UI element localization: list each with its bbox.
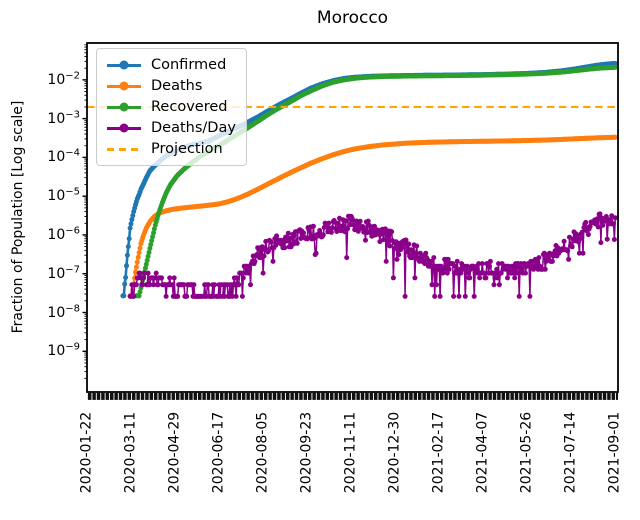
y-axis-label: Fraction of Population [Log scale] bbox=[10, 100, 26, 334]
legend-entry-recovered: Recovered bbox=[107, 97, 236, 117]
x-axis-dense-ticks bbox=[87, 392, 618, 400]
deaths-per-day-line-marker-icon bbox=[107, 126, 141, 130]
legend-label-confirmed: Confirmed bbox=[151, 57, 227, 73]
legend-entry-deaths: Deaths bbox=[107, 76, 236, 96]
y-tick-label: 10−8 bbox=[47, 302, 80, 321]
series-deaths-day bbox=[127, 211, 618, 299]
axes-spines bbox=[86, 42, 619, 393]
legend-label-recovered: Recovered bbox=[151, 99, 228, 115]
x-tick-label: 2021-04-07 bbox=[474, 411, 491, 493]
y-tick-label: 10−4 bbox=[47, 147, 80, 166]
y-tick-label: 10−2 bbox=[47, 70, 80, 88]
x-tick-label: 2020-04-29 bbox=[166, 411, 183, 493]
y-tick-label: 10−7 bbox=[47, 264, 80, 282]
x-tick-label: 2020-01-22 bbox=[78, 411, 95, 493]
deaths-line-marker-icon bbox=[107, 84, 141, 88]
chart-title: Morocco bbox=[316, 8, 389, 28]
x-tick-label: 2020-12-30 bbox=[386, 411, 403, 493]
x-tick-label: 2020-09-23 bbox=[298, 411, 315, 493]
x-tick-label: 2021-09-01 bbox=[606, 411, 623, 493]
y-tick-label: 10−9 bbox=[47, 341, 80, 360]
legend-entry-deaths-per-day: Deaths/Day bbox=[107, 118, 236, 138]
series-deaths bbox=[127, 134, 618, 299]
legend-entry-projection: Projection bbox=[107, 139, 236, 159]
x-tick-label: 2020-08-05 bbox=[254, 411, 271, 493]
confirmed-line-marker-icon bbox=[107, 63, 141, 67]
y-tick-label: 10−5 bbox=[47, 186, 80, 205]
legend: Confirmed Deaths Recovered Deaths/Day Pr… bbox=[96, 48, 247, 166]
x-tick-label: 2021-05-26 bbox=[518, 411, 535, 493]
x-tick-label: 2020-03-11 bbox=[122, 411, 139, 493]
x-tick-label: 2021-02-17 bbox=[430, 411, 447, 493]
legend-label-deaths: Deaths bbox=[151, 78, 203, 94]
legend-entry-confirmed: Confirmed bbox=[107, 55, 236, 75]
legend-label-deaths-per-day: Deaths/Day bbox=[151, 120, 236, 136]
x-tick-label: 2020-11-11 bbox=[342, 411, 359, 493]
x-tick-label: 2021-07-14 bbox=[562, 411, 579, 493]
x-tick-label: 2020-06-17 bbox=[210, 411, 227, 493]
projection-dashed-line-icon bbox=[107, 147, 141, 151]
y-tick-label: 10−6 bbox=[47, 225, 80, 243]
legend-label-projection: Projection bbox=[151, 141, 223, 157]
recovered-line-marker-icon bbox=[107, 105, 141, 109]
y-tick-label: 10−3 bbox=[47, 108, 80, 127]
